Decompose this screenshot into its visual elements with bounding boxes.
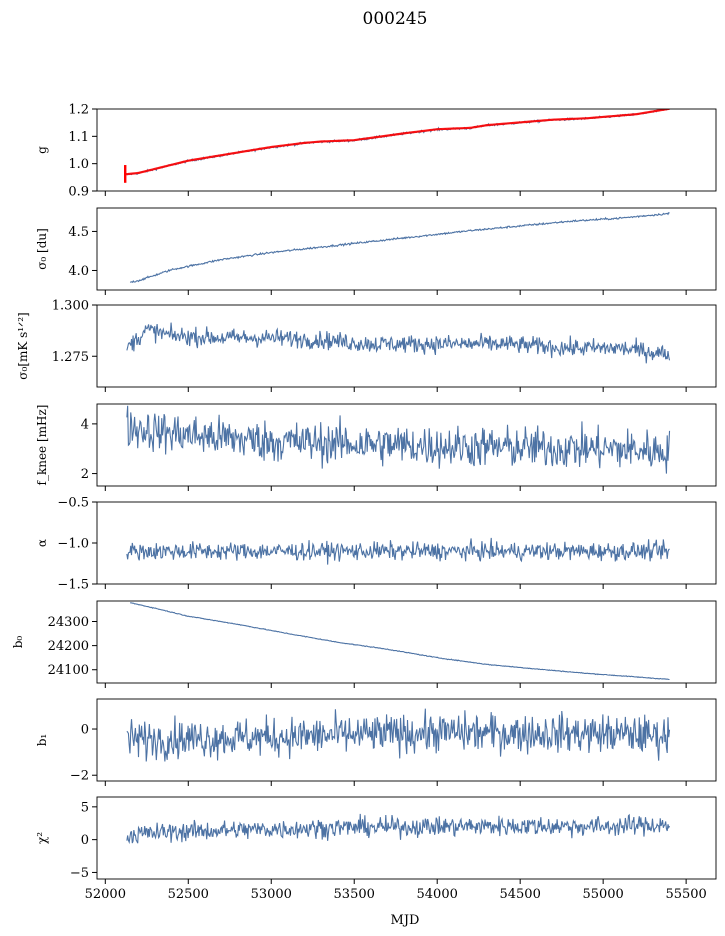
series-line-sigma0 bbox=[129, 211, 670, 283]
x-tick-label: 52000 bbox=[85, 887, 126, 902]
axes-frame-b0 bbox=[96, 600, 717, 684]
y-tick-label: −5 bbox=[70, 866, 89, 881]
panel-fknee: 2 4 f_knee [mHz] bbox=[35, 403, 717, 491]
series-line-chi2 bbox=[126, 813, 671, 845]
y-tick-label: 24100 bbox=[48, 663, 89, 678]
y-tick-label: 0 bbox=[81, 833, 89, 848]
panels: 0.9 1.0 1.1 1.2 g 4.0 4.5 σ₀ [du] 1.275 1.300 σ₀[m… bbox=[11, 103, 717, 902]
y-tick-label: 2 bbox=[81, 467, 89, 482]
y-axis-label-chi2: χ² bbox=[35, 832, 49, 844]
y-tick-label: 1.2 bbox=[68, 103, 89, 118]
x-axis-label: MJD bbox=[391, 913, 420, 928]
y-tick-label: −0.5 bbox=[57, 496, 89, 511]
axes-frame-chi2 bbox=[96, 796, 717, 880]
panel-sigma0_rate: 1.275 1.300 σ₀[mK s¹ᐟ²] bbox=[16, 299, 717, 392]
panel-g: 0.9 1.0 1.1 1.2 g bbox=[35, 103, 717, 200]
x-tick-label: 53500 bbox=[334, 887, 375, 902]
panel-alpha: −1.5 −1.0 −0.5 α bbox=[35, 496, 717, 593]
axes-frame-sigma0 bbox=[96, 207, 717, 291]
figure-title: 000245 bbox=[363, 9, 428, 29]
y-tick-label: −2 bbox=[70, 769, 89, 784]
y-tick-label: 4 bbox=[81, 417, 89, 432]
axes-frame-fknee bbox=[96, 403, 717, 487]
panel-sigma0: 4.0 4.5 σ₀ [du] bbox=[35, 207, 717, 295]
series-line-alpha bbox=[126, 537, 670, 565]
series-line-b1 bbox=[126, 708, 671, 762]
axes-frame-sigma0_rate bbox=[96, 304, 717, 388]
y-tick-label: 1.0 bbox=[68, 157, 89, 172]
axes-frame-b1 bbox=[96, 698, 717, 782]
y-tick-label: 4.0 bbox=[68, 264, 89, 279]
y-tick-label: 1.1 bbox=[68, 130, 89, 145]
series-line-b0 bbox=[129, 602, 670, 681]
panel-b1: −2 0 b₁ bbox=[35, 698, 717, 786]
y-tick-label: 24300 bbox=[48, 615, 89, 630]
y-tick-label: 4.5 bbox=[68, 225, 89, 240]
y-axis-label-b0: b₀ bbox=[11, 636, 25, 649]
y-tick-label: 5 bbox=[81, 800, 89, 815]
y-axis-label-sigma0_rate: σ₀[mK s¹ᐟ²] bbox=[16, 312, 30, 379]
x-tick-label: 55000 bbox=[582, 887, 623, 902]
y-tick-label: 0.9 bbox=[68, 185, 89, 200]
y-tick-label: 1.300 bbox=[52, 299, 89, 314]
axes-frame-g bbox=[96, 108, 717, 192]
x-tick-label: 54500 bbox=[499, 887, 540, 902]
panel-b0: 24100 24200 24300 b₀ bbox=[11, 600, 717, 688]
x-tick-label: 55500 bbox=[665, 887, 706, 902]
series-line-sigma0_rate bbox=[126, 322, 671, 364]
fit-line-g bbox=[125, 109, 670, 176]
y-axis-label-fknee: f_knee [mHz] bbox=[35, 405, 49, 486]
y-axis-label-alpha: α bbox=[35, 539, 49, 547]
x-tick-label: 53000 bbox=[251, 887, 292, 902]
panel-chi2: −5 0 5 52000 52500 53000 53500 54000 54500 55000 5… bbox=[35, 796, 717, 902]
axes-frame-alpha bbox=[96, 501, 717, 585]
y-tick-label: −1.5 bbox=[57, 578, 89, 593]
y-axis-label-g: g bbox=[35, 146, 49, 154]
y-axis-label-sigma0: σ₀ [du] bbox=[35, 228, 49, 270]
y-tick-label: 0 bbox=[81, 723, 89, 738]
x-tick-label: 54000 bbox=[417, 887, 458, 902]
y-tick-label: −1.0 bbox=[57, 537, 89, 552]
y-axis-label-b1: b₁ bbox=[35, 734, 49, 747]
x-tick-label: 52500 bbox=[168, 887, 209, 902]
series-line-fknee bbox=[126, 405, 671, 474]
y-tick-label: 1.275 bbox=[52, 350, 89, 365]
y-tick-label: 24200 bbox=[48, 639, 89, 654]
